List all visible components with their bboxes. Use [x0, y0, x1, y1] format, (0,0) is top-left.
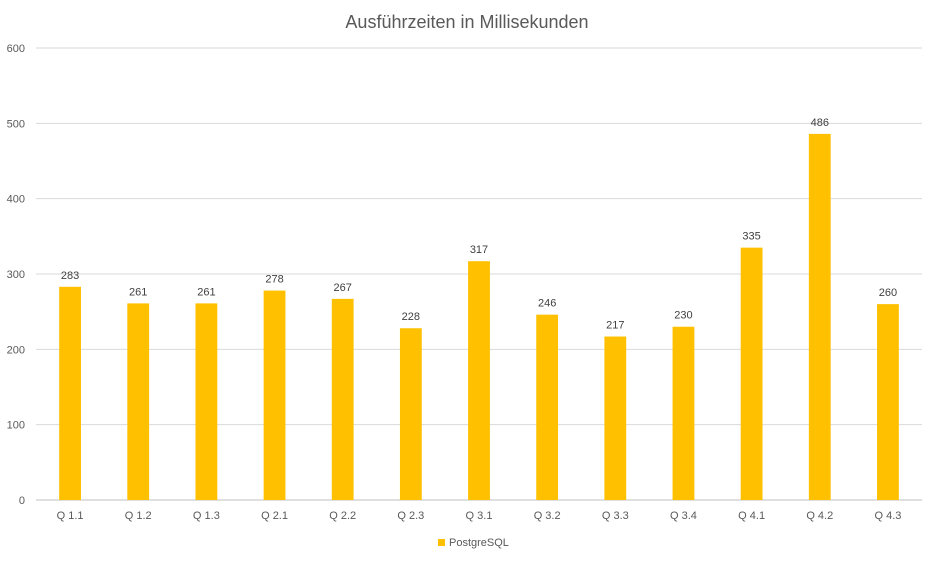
y-tick-label: 400	[7, 194, 25, 206]
chart-title: Ausführzeiten in Millisekunden	[345, 12, 588, 32]
data-label: 261	[129, 286, 147, 298]
x-tick-label: Q 4.3	[874, 510, 901, 522]
y-tick-label: 300	[7, 269, 25, 281]
bar	[331, 298, 354, 500]
bar	[604, 336, 627, 500]
x-tick-label: Q 3.2	[534, 510, 561, 522]
x-tick-label: Q 2.1	[261, 510, 288, 522]
x-tick-label: Q 3.4	[670, 510, 697, 522]
data-label: 230	[674, 310, 692, 322]
bar	[127, 303, 150, 500]
data-label: 317	[470, 244, 488, 256]
y-tick-label: 0	[19, 495, 25, 507]
y-tick-label: 500	[7, 118, 25, 130]
data-label: 261	[197, 286, 215, 298]
data-label: 278	[265, 274, 283, 286]
y-tick-label: 600	[7, 43, 25, 55]
data-label: 267	[334, 282, 352, 294]
data-label: 486	[811, 117, 829, 129]
data-label: 228	[402, 311, 420, 323]
x-tick-label: Q 2.3	[397, 510, 424, 522]
data-label: 260	[879, 287, 897, 299]
x-tick-label: Q 1.1	[57, 510, 84, 522]
x-tick-label: Q 4.2	[806, 510, 833, 522]
x-tick-label: Q 1.3	[193, 510, 220, 522]
data-label: 335	[742, 231, 760, 243]
data-label: 217	[606, 320, 624, 332]
y-tick-label: 100	[7, 420, 25, 432]
bar	[195, 303, 218, 500]
y-axis-ticks: 0 100 200 300 400 500 600	[7, 43, 25, 507]
data-labels: 283 261 261 278 267 228 317 246 217 230 335 486 260	[61, 117, 897, 332]
bar	[536, 314, 559, 500]
bars	[59, 133, 899, 500]
x-axis-ticks: Q 1.1 Q 1.2 Q 1.3 Q 2.1 Q 2.2 Q 2.3 Q 3.1 Q 3.2…	[57, 510, 902, 522]
legend[interactable]: PostgreSQL	[438, 537, 509, 549]
bar	[59, 286, 81, 500]
x-tick-label: Q 3.1	[466, 510, 493, 522]
legend-swatch	[438, 539, 445, 546]
legend-label: PostgreSQL	[449, 537, 509, 549]
bar	[672, 326, 695, 500]
x-tick-label: Q 3.3	[602, 510, 629, 522]
y-tick-label: 200	[7, 344, 25, 356]
bar	[740, 247, 763, 500]
x-tick-label: Q 1.2	[125, 510, 152, 522]
data-label: 246	[538, 298, 556, 310]
x-tick-label: Q 4.1	[738, 510, 765, 522]
data-label: 283	[61, 270, 79, 282]
bar	[877, 304, 899, 500]
x-tick-label: Q 2.2	[329, 510, 356, 522]
bar	[468, 261, 490, 500]
bar	[263, 290, 286, 500]
bar	[808, 133, 831, 500]
bar	[399, 328, 422, 500]
